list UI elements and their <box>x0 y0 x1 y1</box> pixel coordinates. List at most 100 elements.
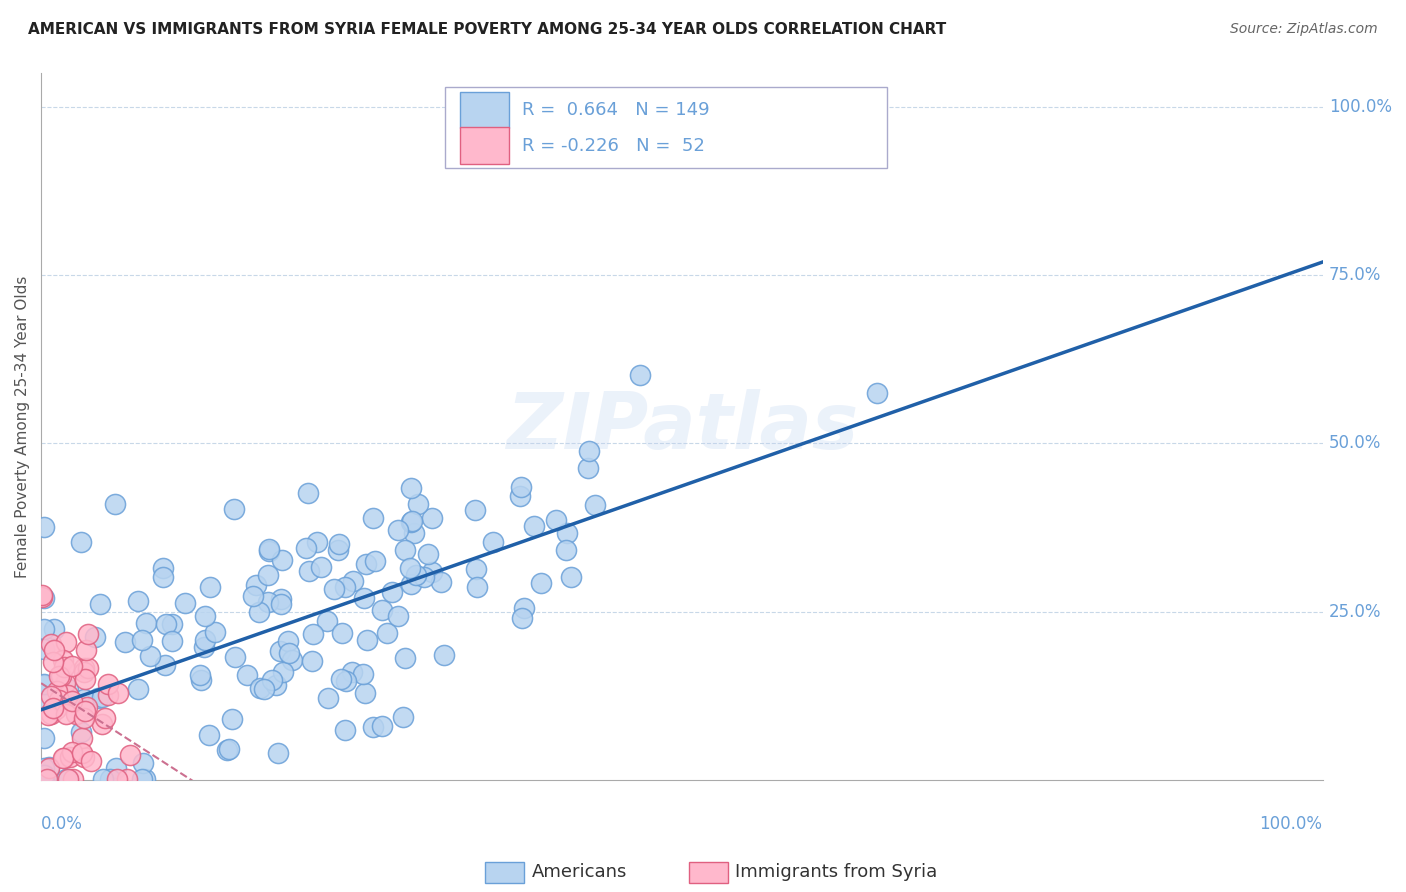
Point <box>215 743 238 757</box>
Point <box>87 690 110 705</box>
Point <box>93 711 115 725</box>
Point <box>328 537 350 551</box>
Point <box>354 686 377 700</box>
Point <box>131 772 153 786</box>
Point <box>32 772 55 786</box>
Point <box>356 632 378 647</box>
Point <box>335 580 357 594</box>
Point <box>127 681 149 696</box>
Point <box>190 673 212 687</box>
Point <box>56 772 79 786</box>
Point <box>60 658 83 673</box>
Point <box>387 609 409 624</box>
Point <box>361 720 384 734</box>
Point <box>120 748 142 763</box>
Text: 100.0%: 100.0% <box>1260 815 1323 833</box>
Point <box>628 368 651 382</box>
Point <box>544 513 567 527</box>
Point <box>73 691 96 706</box>
Point <box>42 701 65 715</box>
Point <box>53 751 76 765</box>
Point <box>56 772 79 787</box>
Point <box>257 595 280 609</box>
Point <box>323 582 346 596</box>
Point <box>404 525 426 540</box>
Point <box>399 561 422 575</box>
Point <box>370 718 392 732</box>
Point <box>39 689 62 703</box>
Point <box>401 514 423 528</box>
Point <box>405 567 427 582</box>
Point <box>297 486 319 500</box>
Point <box>247 605 270 619</box>
Point <box>73 749 96 764</box>
Point <box>134 772 156 786</box>
Point <box>135 615 157 630</box>
Point <box>236 667 259 681</box>
Point <box>32 622 55 636</box>
Point <box>160 634 183 648</box>
Point <box>32 767 55 781</box>
Point <box>256 568 278 582</box>
Point <box>335 674 357 689</box>
Point <box>32 772 55 786</box>
Point <box>298 564 321 578</box>
Point <box>394 651 416 665</box>
Point <box>364 554 387 568</box>
Point <box>42 622 65 636</box>
Point <box>277 646 299 660</box>
Point <box>105 772 128 787</box>
Point <box>32 677 55 691</box>
Point <box>353 591 375 605</box>
Point <box>76 700 98 714</box>
Point <box>42 655 65 669</box>
Point <box>866 385 889 400</box>
Point <box>59 750 82 764</box>
Point <box>131 756 153 771</box>
Point <box>394 543 416 558</box>
Text: AMERICAN VS IMMIGRANTS FROM SYRIA FEMALE POVERTY AMONG 25-34 YEAR OLDS CORRELATI: AMERICAN VS IMMIGRANTS FROM SYRIA FEMALE… <box>28 22 946 37</box>
Point <box>309 559 332 574</box>
Point <box>56 689 79 703</box>
Point <box>420 565 443 579</box>
Point <box>114 635 136 649</box>
Point <box>37 707 59 722</box>
Point <box>127 594 149 608</box>
Point <box>342 574 364 588</box>
Point <box>55 635 77 649</box>
Point <box>316 614 339 628</box>
Point <box>38 761 60 775</box>
Point <box>32 772 55 786</box>
Point <box>523 519 546 533</box>
Point <box>253 682 276 697</box>
Point <box>52 659 75 673</box>
Point <box>509 489 531 503</box>
Point <box>193 640 215 655</box>
Point <box>513 601 536 615</box>
Point <box>77 627 100 641</box>
Point <box>97 676 120 690</box>
Point <box>35 772 58 787</box>
Point <box>198 580 221 594</box>
Point <box>307 535 329 549</box>
Point <box>75 704 97 718</box>
Point <box>69 535 91 549</box>
Point <box>218 742 240 756</box>
Point <box>555 542 578 557</box>
Point <box>38 759 60 773</box>
Text: 25.0%: 25.0% <box>1329 603 1382 621</box>
Point <box>90 716 112 731</box>
Point <box>399 481 422 495</box>
Point <box>194 633 217 648</box>
Point <box>354 558 377 572</box>
Point <box>188 668 211 682</box>
Point <box>198 728 221 742</box>
Point <box>97 688 120 702</box>
Point <box>80 754 103 768</box>
Point <box>270 592 292 607</box>
Point <box>48 669 70 683</box>
Point <box>45 684 67 698</box>
Point <box>75 642 97 657</box>
Point <box>60 745 83 759</box>
Text: R = -0.226   N =  52: R = -0.226 N = 52 <box>522 136 704 154</box>
